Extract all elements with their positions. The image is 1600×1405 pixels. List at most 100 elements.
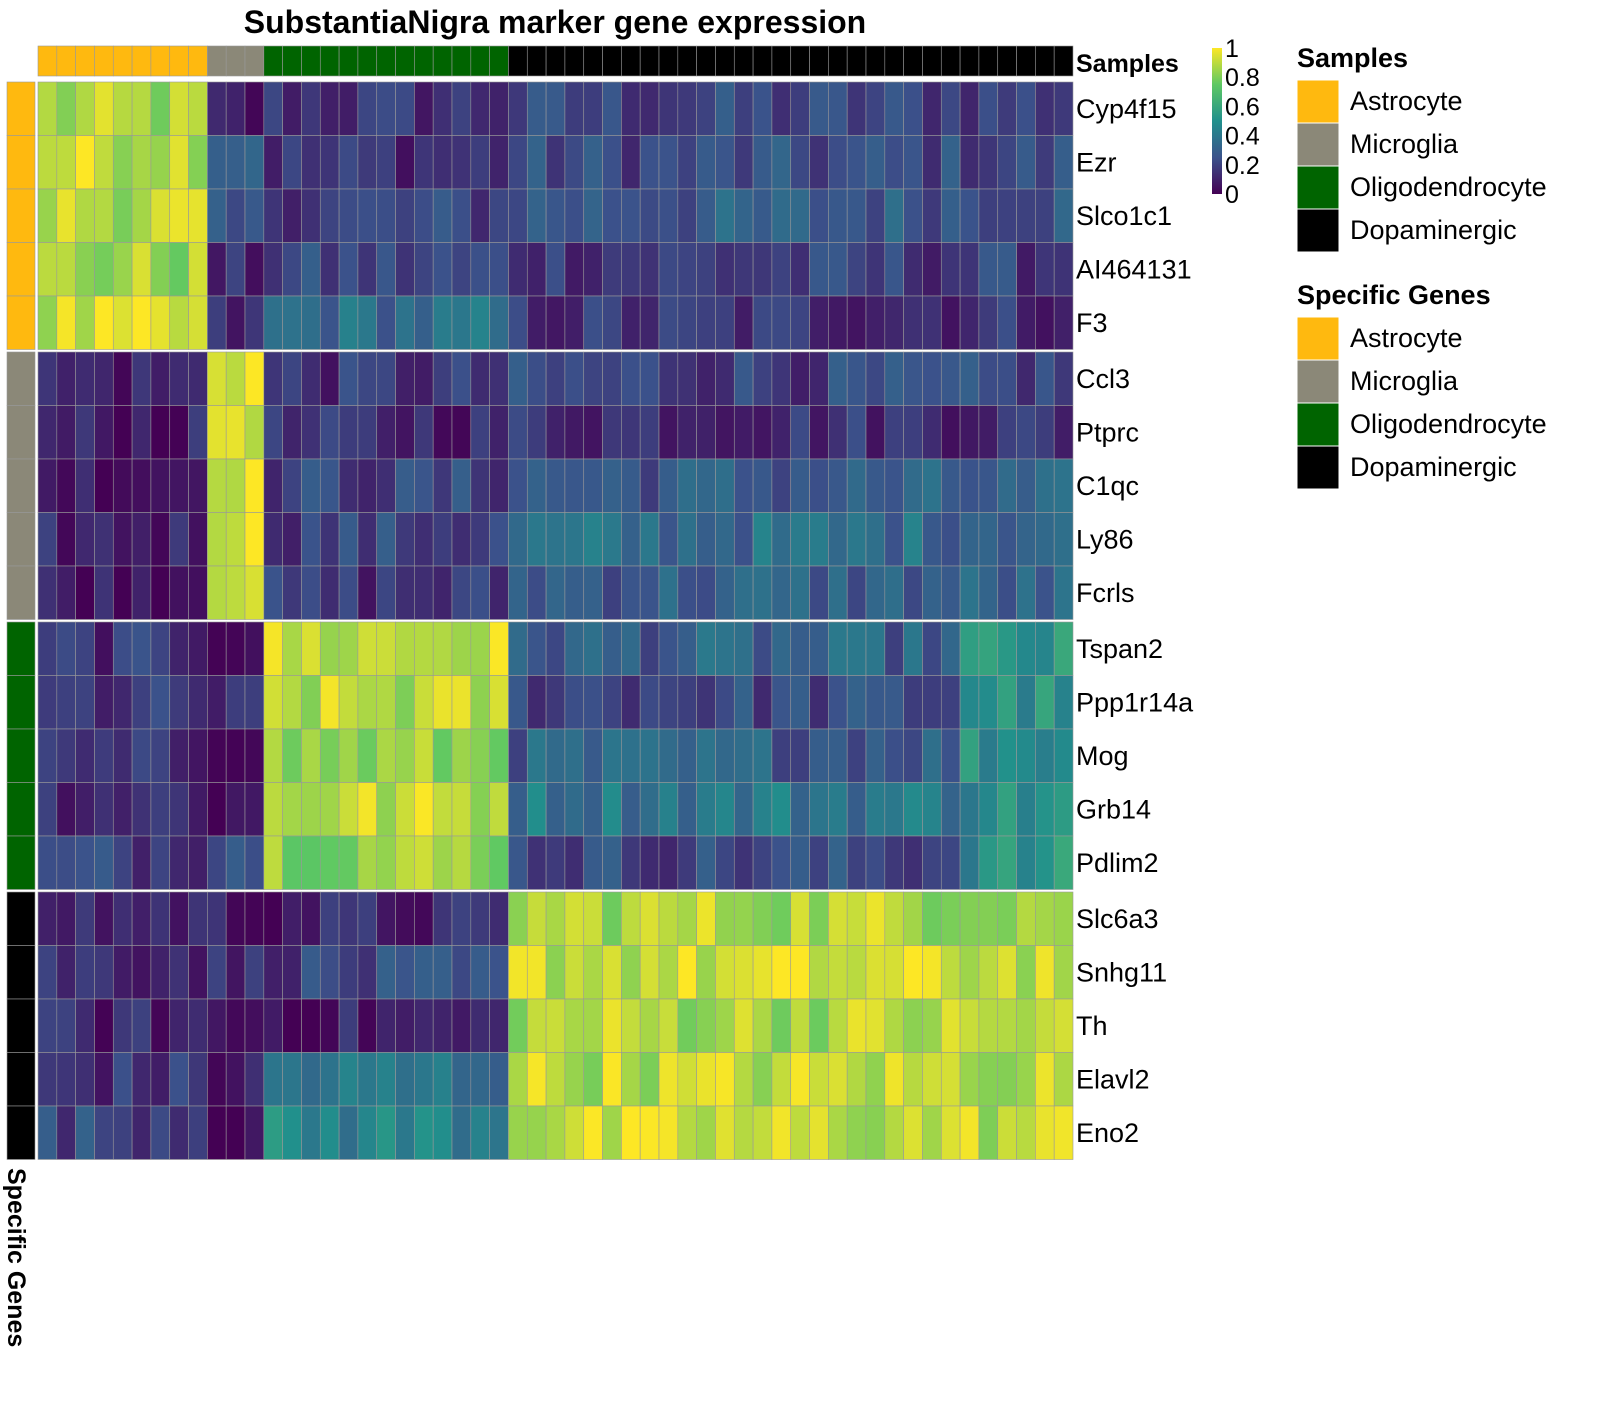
heatmap-cell xyxy=(225,1105,246,1160)
heatmap-cell xyxy=(865,835,886,890)
heatmap-cell xyxy=(225,405,246,460)
heatmap-cell xyxy=(282,998,302,1053)
heatmap-cell xyxy=(978,782,999,837)
heatmap-cell xyxy=(1016,295,1036,350)
heatmap-cell xyxy=(940,512,961,567)
heatmap-cell xyxy=(188,728,208,783)
heatmap-cell xyxy=(131,351,152,406)
heatmap-cell xyxy=(301,728,321,783)
heatmap-cell xyxy=(432,945,453,1000)
heatmap-cell xyxy=(715,512,735,567)
heatmap-cell xyxy=(1053,891,1074,946)
heatmap-cell xyxy=(526,458,547,513)
heatmap-cell xyxy=(470,621,490,676)
heatmap-cell xyxy=(715,621,735,676)
gene-label: F3 xyxy=(1076,308,1108,338)
sample-annotation-cell xyxy=(545,45,566,77)
heatmap-cell xyxy=(658,188,679,243)
heatmap-cell xyxy=(150,621,171,676)
heatmap-cell xyxy=(1016,188,1036,243)
heatmap-cell xyxy=(37,728,58,783)
heatmap-cell xyxy=(357,728,378,783)
sample-annotation-cell xyxy=(357,45,378,77)
sample-annotation-cell xyxy=(715,45,735,77)
heatmap-cell xyxy=(846,621,867,676)
heatmap-cell xyxy=(564,295,585,350)
heatmap-cell xyxy=(809,1052,829,1107)
heatmap-cell xyxy=(865,891,886,946)
gene-annotation-cell xyxy=(6,621,36,676)
heatmap-cell xyxy=(677,835,697,890)
heatmap-cell xyxy=(733,135,754,190)
heatmap-cell xyxy=(771,945,792,1000)
heatmap-cell xyxy=(94,728,114,783)
heatmap-cell xyxy=(225,512,246,567)
colorbar-tick-label: 0.4 xyxy=(1225,123,1260,151)
heatmap-cell xyxy=(470,782,490,837)
heatmap-cell xyxy=(94,565,114,620)
heatmap-cell xyxy=(131,728,152,783)
heatmap-cell xyxy=(432,1105,453,1160)
heatmap-cell xyxy=(338,188,359,243)
heatmap-cell xyxy=(225,728,246,783)
heatmap-cell xyxy=(959,188,980,243)
heatmap-cell xyxy=(583,1105,603,1160)
heatmap-cell xyxy=(696,135,716,190)
heatmap-cell xyxy=(150,998,171,1053)
heatmap-cell xyxy=(922,998,942,1053)
heatmap-cell xyxy=(319,998,340,1053)
heatmap-cell xyxy=(470,835,490,890)
heatmap-cell xyxy=(997,1105,1017,1160)
heatmap-cell xyxy=(922,295,942,350)
heatmap-cell xyxy=(752,295,773,350)
colorbar-tick-label: 0 xyxy=(1225,181,1239,209)
heatmap-cell xyxy=(338,458,359,513)
heatmap-cell xyxy=(319,728,340,783)
heatmap-cell xyxy=(602,1052,622,1107)
gene-label: Mog xyxy=(1076,741,1129,771)
heatmap-cell xyxy=(526,565,547,620)
heatmap-cell xyxy=(75,1052,95,1107)
heatmap-cell xyxy=(263,835,283,890)
heatmap-cell xyxy=(112,675,133,730)
heatmap-cell xyxy=(545,565,566,620)
heatmap-cell xyxy=(376,512,396,567)
heatmap-cell xyxy=(564,1105,585,1160)
heatmap-cell xyxy=(715,835,735,890)
heatmap-cell xyxy=(809,405,829,460)
heatmap-cell xyxy=(94,81,114,136)
sample-annotation-cell xyxy=(319,45,340,77)
heatmap-cell xyxy=(715,891,735,946)
sample-annotation-cell xyxy=(150,45,171,77)
heatmap-cell xyxy=(75,782,95,837)
heatmap-cell xyxy=(1016,835,1036,890)
heatmap-cell xyxy=(338,351,359,406)
heatmap-cell xyxy=(489,458,509,513)
heatmap-cell xyxy=(602,728,622,783)
heatmap-cell xyxy=(733,458,754,513)
heatmap-cell xyxy=(809,295,829,350)
heatmap-cell xyxy=(112,621,133,676)
heatmap-cell xyxy=(1016,242,1036,297)
heatmap-cell xyxy=(451,675,472,730)
heatmap-cell xyxy=(489,998,509,1053)
heatmap-cell xyxy=(131,621,152,676)
heatmap-cell xyxy=(489,1052,509,1107)
heatmap-cell xyxy=(1035,295,1055,350)
heatmap-cell xyxy=(244,295,265,350)
heatmap-cell xyxy=(263,81,283,136)
heatmap-cell xyxy=(357,998,378,1053)
heatmap-cell xyxy=(319,891,340,946)
heatmap-cell xyxy=(338,1052,359,1107)
heatmap-cell xyxy=(282,1105,302,1160)
heatmap-cell xyxy=(545,621,566,676)
heatmap-cell xyxy=(56,405,76,460)
heatmap-cell xyxy=(978,728,999,783)
heatmap-cell xyxy=(169,621,189,676)
heatmap-cell xyxy=(263,295,283,350)
heatmap-cell xyxy=(207,1052,227,1107)
heatmap-cell xyxy=(922,351,942,406)
heatmap-cell xyxy=(225,81,246,136)
heatmap-cell xyxy=(282,188,302,243)
